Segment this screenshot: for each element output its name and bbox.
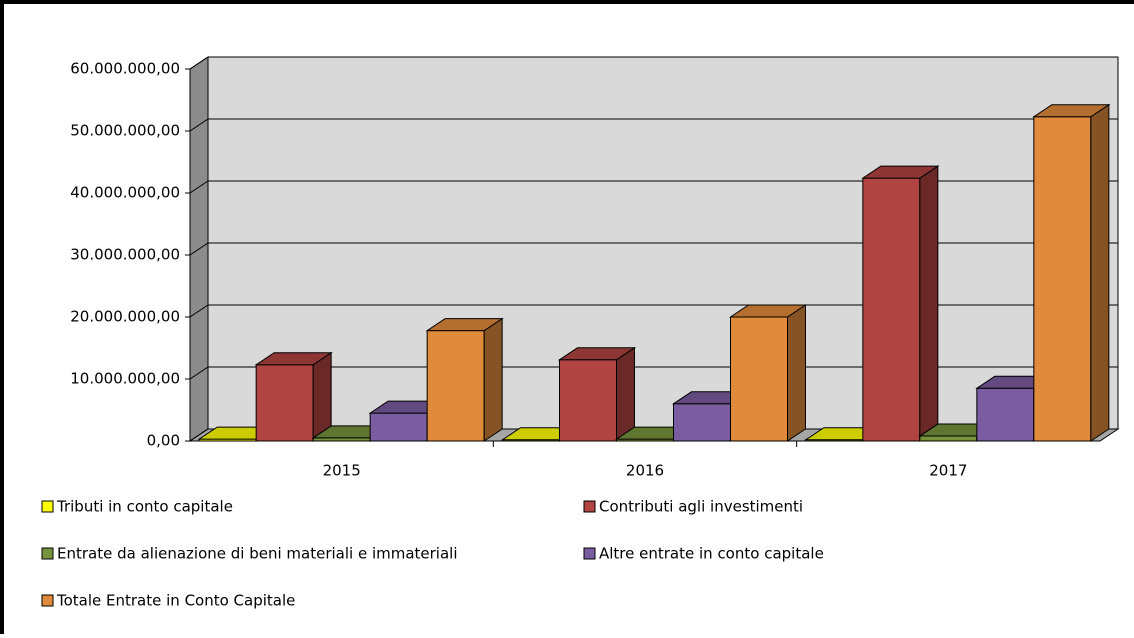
legend-label: Contributi agli investimenti [599, 498, 803, 516]
bar-front [730, 316, 788, 442]
bar-top [557, 347, 637, 361]
grid-line [189, 428, 1118, 442]
bar-side [616, 346, 635, 442]
x-tick-label: 2017 [929, 462, 967, 480]
legend-label: Entrate da alienazione di beni materiali… [57, 545, 458, 563]
bar-front [862, 177, 921, 442]
bar-front [426, 330, 485, 442]
bar-top [861, 165, 940, 179]
grid-line [189, 304, 1118, 318]
bar-top [254, 352, 333, 366]
bar-front [673, 403, 731, 442]
y-tick-label: 40.000.000,00 [70, 184, 180, 202]
grid-line [189, 180, 1118, 194]
grid-line [189, 118, 1118, 132]
bar [557, 346, 637, 442]
y-tick-label: 0,00 [147, 432, 180, 450]
bar-side [1090, 103, 1110, 442]
legend-swatch [41, 594, 54, 607]
legend-label: Totale Entrate in Conto Capitale [56, 592, 295, 610]
y-tick-label: 20.000.000,00 [70, 308, 180, 326]
bar-front [1033, 116, 1092, 442]
bar [500, 426, 580, 442]
bar-front [255, 364, 314, 442]
bar [861, 165, 940, 442]
bar-front [919, 435, 978, 442]
bar-front [369, 412, 428, 442]
y-tick-label: 50.000.000,00 [70, 122, 180, 140]
grid-line [189, 56, 1118, 70]
bar [1032, 103, 1111, 442]
legend-swatch [41, 500, 54, 513]
legend-swatch [41, 547, 54, 560]
x-tick-label: 2015 [323, 462, 361, 480]
grid-line [189, 366, 1118, 380]
bar-front [976, 387, 1035, 442]
bar-side [787, 304, 806, 442]
bar-top [728, 304, 808, 318]
bar-side [919, 165, 939, 442]
grid-line [189, 242, 1118, 256]
y-tick-label: 30.000.000,00 [70, 246, 180, 264]
legend-swatch [583, 500, 596, 513]
bar-front [559, 359, 617, 442]
bar [728, 304, 808, 442]
x-tick-label: 2016 [626, 462, 664, 480]
bar [425, 317, 504, 442]
bar-top [425, 318, 504, 332]
bar-top [1032, 104, 1111, 118]
y-tick-label: 60.000.000,00 [70, 60, 180, 78]
bar [254, 351, 333, 442]
legend-swatch [583, 547, 596, 560]
bar-side [483, 317, 503, 442]
legend-label: Tributi in conto capitale [56, 498, 233, 516]
legend-label: Altre entrate in conto capitale [599, 545, 824, 563]
y-tick-label: 10.000.000,00 [70, 370, 180, 388]
